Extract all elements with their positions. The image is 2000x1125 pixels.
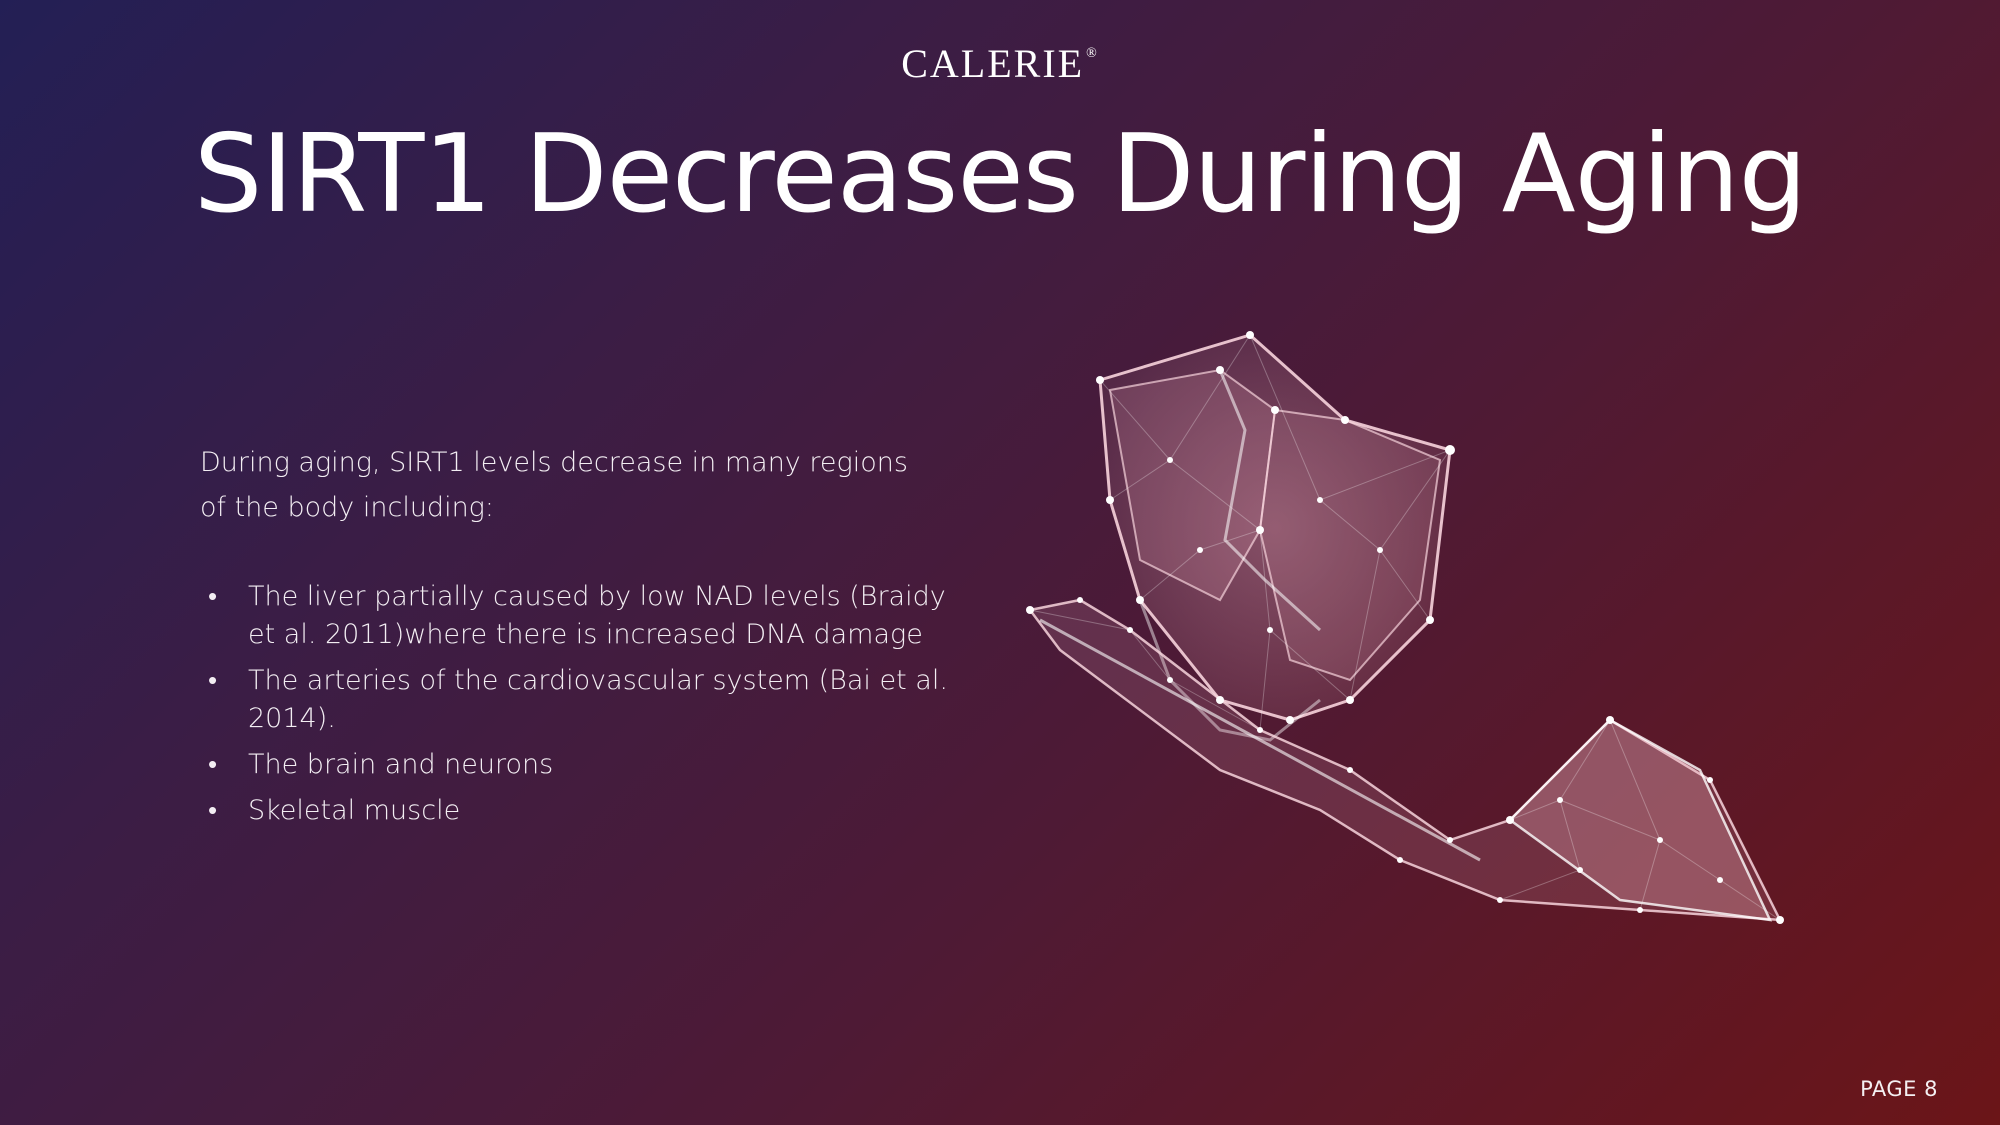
network-nodes	[1026, 331, 1784, 924]
network-mesh	[1029, 333, 1781, 921]
bullet-item-arteries: The arteries of the cardiovascular syste…	[200, 662, 960, 738]
bullet-item-muscle: Skeletal muscle	[200, 792, 960, 830]
shield-shape	[1098, 333, 1452, 742]
bullet-item-liver: The liver partially caused by low NAD le…	[200, 578, 960, 654]
shield-with-down-arrow-icon	[1026, 331, 1784, 924]
down-arrow-shape	[1027, 598, 1783, 922]
intro-line-1: During aging, SIRT1 levels decrease in m…	[200, 447, 908, 478]
brand-logo: CALERIE ®	[0, 40, 2000, 87]
intro-text: During aging, SIRT1 levels decrease in m…	[200, 440, 920, 530]
brand-name: CALERIE	[901, 41, 1085, 86]
page-number: PAGE 8	[1860, 1077, 1938, 1101]
intro-line-2: of the body including:	[200, 492, 494, 523]
slide-title: SIRT1 Decreases During Aging	[193, 112, 1807, 237]
bullet-list: The liver partially caused by low NAD le…	[200, 578, 960, 838]
brand-registered-mark: ®	[1086, 46, 1099, 61]
bullet-item-brain: The brain and neurons	[200, 746, 960, 784]
